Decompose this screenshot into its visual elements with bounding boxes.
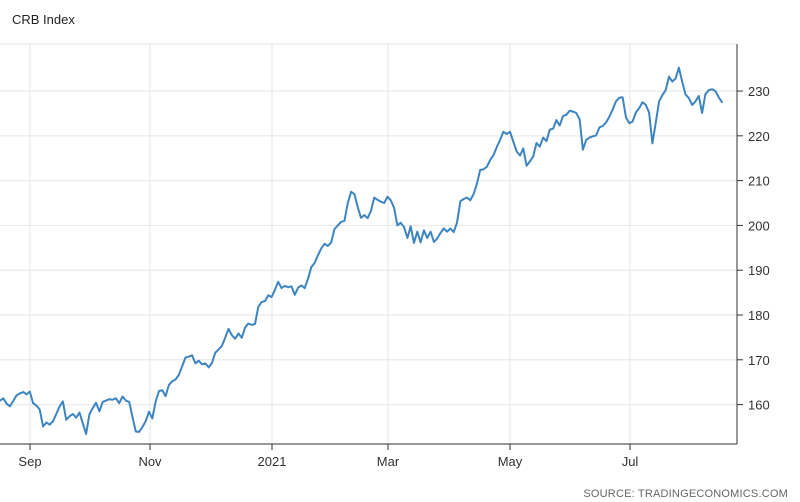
y-tick-label: 170: [748, 353, 770, 368]
y-tick-label: 230: [748, 84, 770, 99]
y-tick-label: 160: [748, 398, 770, 413]
y-tick-label: 180: [748, 308, 770, 323]
x-tick-label: Jul: [622, 454, 639, 469]
chart-title: CRB Index: [12, 12, 75, 27]
y-tick-label: 220: [748, 129, 770, 144]
source-attribution: SOURCE: TRADINGECONOMICS.COM: [583, 488, 788, 500]
x-tick-label: Nov: [138, 454, 162, 469]
y-tick-label: 200: [748, 218, 770, 233]
y-tick-label: 210: [748, 174, 770, 189]
y-tick-label: 190: [748, 263, 770, 278]
x-tick-label: May: [498, 454, 523, 469]
x-tick-label: Mar: [377, 454, 400, 469]
series-line: [0, 66, 723, 436]
x-tick-label: 2021: [258, 454, 287, 469]
x-tick-label: Sep: [18, 454, 41, 469]
